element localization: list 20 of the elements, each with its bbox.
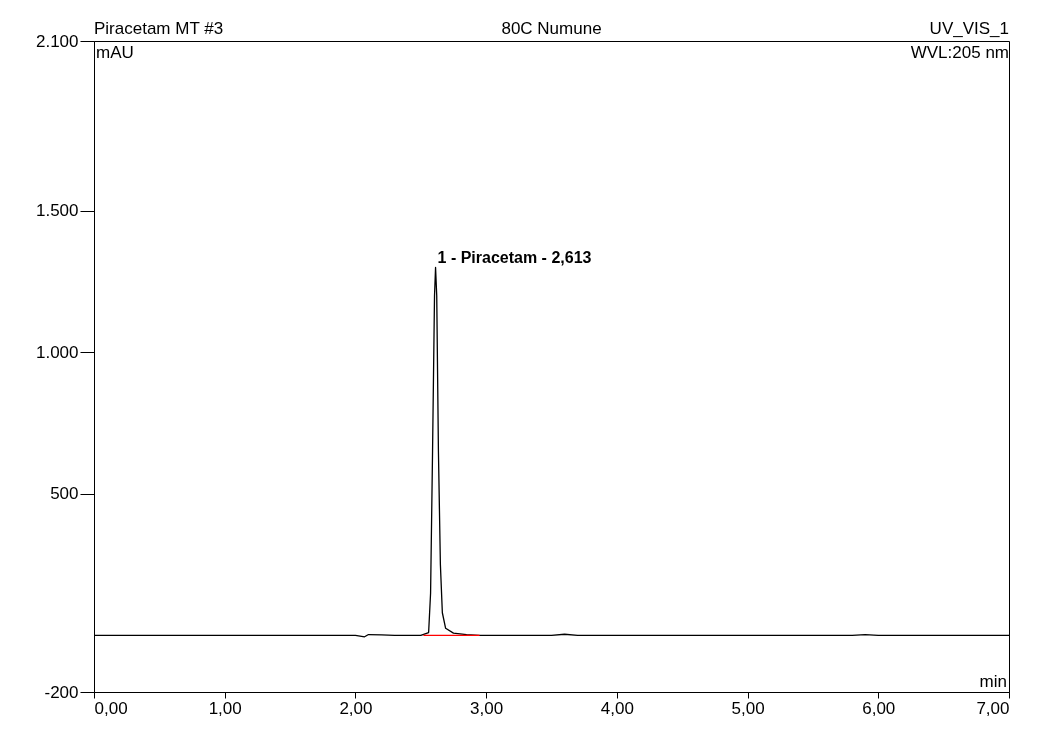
x-tick-label: 5,00 <box>731 698 765 718</box>
x-tick-label: 7,00 <box>976 698 1010 718</box>
x-axis-title: min <box>979 672 1007 691</box>
y-tick-label: 1.500 <box>35 201 79 221</box>
x-tick-label: 3,00 <box>470 698 504 718</box>
text: UV_VIS_1 <box>929 19 1009 38</box>
annotation: WVL:205 nm <box>910 43 1009 62</box>
y-tick-label: 500 <box>50 484 79 504</box>
text: Piracetam MT #3 <box>94 19 224 38</box>
y-tick-label: -200 <box>44 682 79 702</box>
x-tick-label: 0,00 <box>94 698 128 718</box>
chart-title: 80C Numune <box>501 19 602 38</box>
y-axis-title: mAU <box>96 43 134 62</box>
annotation: 1 - Piracetam - 2,613 <box>437 249 592 267</box>
y-tick-label: 2.100 <box>35 31 79 51</box>
x-tick-label: 1,00 <box>208 698 242 718</box>
y-tick-label: 1.000 <box>35 342 79 362</box>
x-tick-label: 6,00 <box>862 698 896 718</box>
x-tick-label: 2,00 <box>339 698 373 718</box>
x-tick-label: 4,00 <box>600 698 634 718</box>
